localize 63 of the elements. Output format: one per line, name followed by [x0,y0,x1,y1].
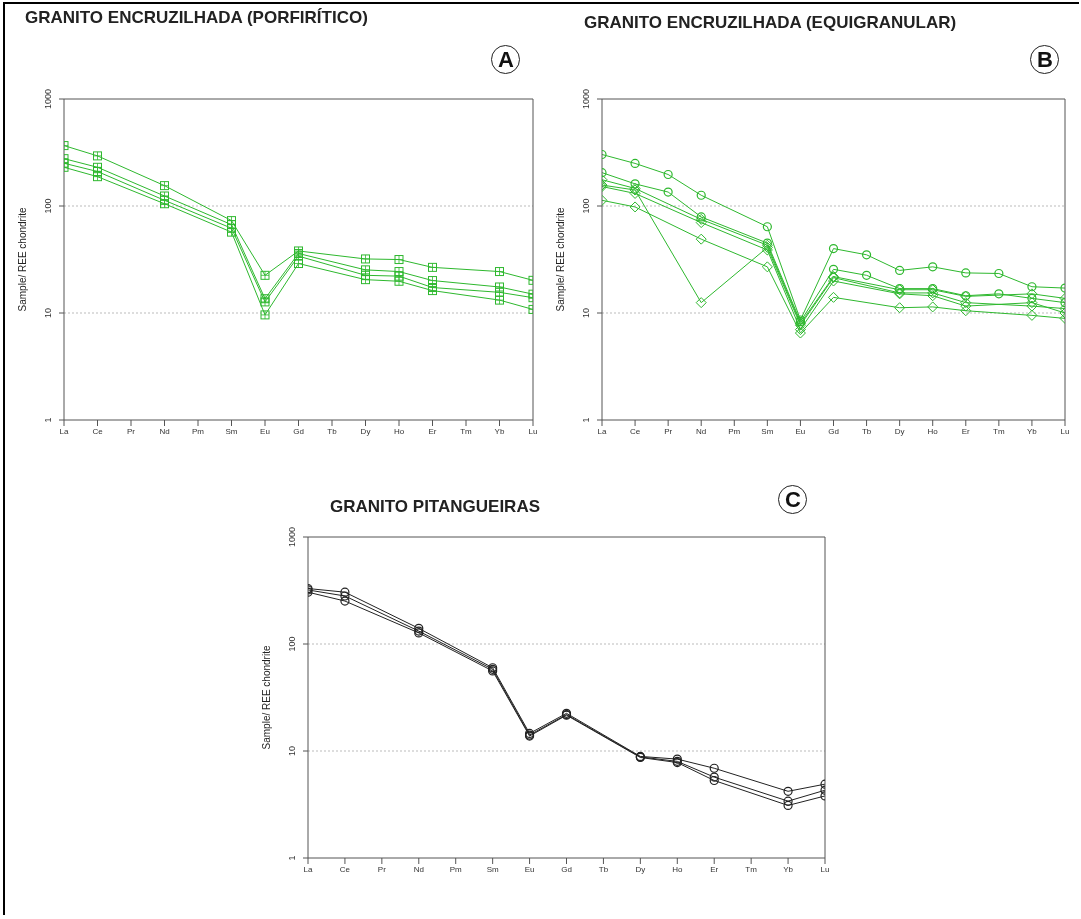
x-tick-label: Tb [598,864,609,874]
x-tick-label: Lu [528,426,538,436]
x-tick-label: Dy [894,426,905,436]
chart-title: GRANITO ENCRUZILHADA (PORFIRÍTICO) [25,8,368,28]
x-tick-label: Pr [664,426,673,436]
y-axis-title: Sample/ REE chondrite [16,207,28,312]
y-tick-label: 1000 [287,526,297,548]
x-tick-label: Gd [828,426,839,436]
x-tick-label: Dy [635,864,646,874]
x-tick-label: Gd [293,426,304,436]
x-tick-label: Pm [728,426,741,436]
y-tick-label: 1 [581,417,591,423]
x-tick-label: Dy [360,426,371,436]
x-tick-label: La [597,426,607,436]
chart-title: GRANITO PITANGUEIRAS [330,497,540,517]
y-tick-label: 1000 [43,88,53,110]
x-tick-label: La [59,426,69,436]
x-tick-label: Yb [1027,426,1038,436]
y-axis-title: Sample/ REE chondrite [260,645,272,750]
y-tick-label: 1 [43,417,53,423]
x-tick-label: Pr [127,426,136,436]
y-tick-label: 10 [581,307,591,319]
x-tick-label: Pm [192,426,205,436]
y-tick-label: 10 [43,307,53,319]
x-tick-label: Tb [861,426,872,436]
x-tick-label: Lu [1060,426,1070,436]
x-tick-label: Pr [377,864,387,874]
x-tick-label: Eu [260,426,270,436]
x-tick-label: Ce [339,864,351,874]
x-tick-label: Er [710,864,719,874]
y-tick-label: 1000 [581,88,591,110]
x-tick-label: La [303,864,313,874]
x-tick-label: Gd [561,864,572,874]
chart-title: GRANITO ENCRUZILHADA (EQUIGRANULAR) [584,13,957,33]
x-tick-label: Yb [783,864,794,874]
y-tick-label: 100 [287,636,297,652]
x-tick-label: Ce [92,426,104,436]
x-tick-label: Yb [494,426,505,436]
x-tick-label: Sm [486,864,499,874]
x-tick-label: Sm [225,426,238,436]
x-tick-label: Eu [524,864,535,874]
y-tick-label: 1 [287,855,297,861]
x-tick-label: Er [428,426,437,436]
x-tick-label: Ce [629,426,641,436]
x-tick-label: Nd [696,426,707,436]
y-tick-label: 10 [287,745,297,757]
y-tick-label: 100 [43,198,53,214]
x-tick-label: Tm [460,426,473,436]
x-tick-label: Tm [745,864,758,874]
x-tick-label: Ho [927,426,939,436]
x-tick-label: Ho [672,864,683,874]
y-axis-title: Sample/ REE chondrite [554,207,566,312]
x-tick-label: Er [961,426,971,436]
x-tick-label: Tm [993,426,1005,436]
x-tick-label: Lu [820,864,830,874]
x-tick-label: Nd [159,426,170,436]
x-tick-label: Nd [413,864,424,874]
x-tick-label: Pm [449,864,463,874]
x-tick-label: Eu [795,426,806,436]
x-tick-label: Tb [327,426,338,436]
x-tick-label: Sm [761,426,774,436]
x-tick-label: Ho [393,426,405,436]
y-tick-label: 100 [581,198,591,214]
